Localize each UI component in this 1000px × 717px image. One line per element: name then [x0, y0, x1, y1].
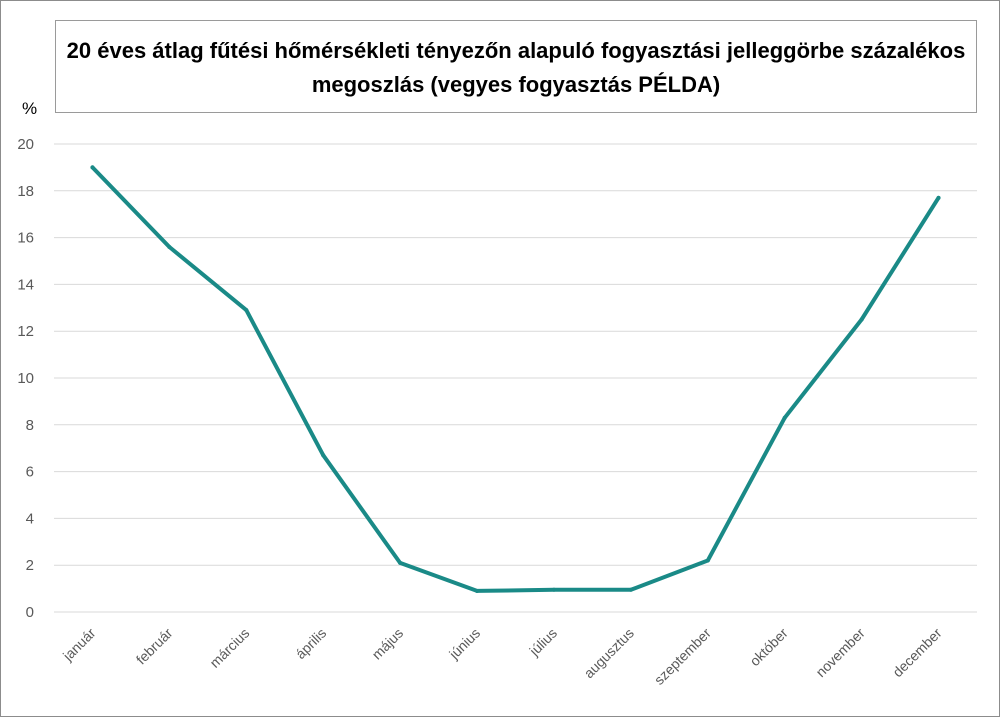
y-axis-label: %	[22, 99, 38, 118]
data-point	[859, 317, 864, 322]
x-tick-label: október	[746, 625, 791, 670]
y-axis-ticks: 0 2 4 6 8 10 12 14 16 18 20	[17, 136, 34, 621]
y-tick-label: 20	[17, 136, 34, 153]
y-tick-label: 4	[26, 510, 34, 527]
x-tick-label: november	[812, 625, 868, 681]
data-point	[936, 195, 941, 200]
data-point	[705, 558, 710, 563]
y-tick-label: 10	[17, 370, 34, 387]
x-tick-label: március	[206, 625, 252, 671]
x-tick-label: május	[369, 625, 407, 663]
data-point	[475, 588, 480, 593]
gridlines	[54, 143, 977, 613]
data-point	[90, 165, 95, 170]
y-tick-label: 2	[26, 557, 34, 574]
y-tick-label: 6	[26, 464, 34, 481]
y-tick-label: 14	[17, 276, 34, 293]
x-tick-label: február	[133, 625, 176, 668]
data-point	[628, 587, 633, 592]
x-tick-label: augusztus	[581, 625, 637, 681]
data-point	[782, 415, 787, 420]
x-axis-ticks: január február március április május június jú…	[59, 625, 945, 688]
chart-title: 20 éves átlag fűtési hőmérsékleti tényez…	[66, 37, 966, 97]
data-point	[244, 308, 249, 313]
y-tick-label: 16	[17, 230, 34, 247]
x-tick-label: január	[59, 625, 99, 665]
x-tick-label: június	[445, 625, 483, 663]
y-tick-label: 0	[26, 604, 34, 621]
chart-title-box: 20 éves átlag fűtési hőmérsékleti tényez…	[55, 20, 977, 113]
x-tick-label: július	[525, 625, 560, 660]
y-tick-label: 12	[17, 323, 34, 340]
x-tick-label: április	[292, 625, 329, 662]
series-line	[90, 165, 941, 593]
data-point	[321, 453, 326, 458]
x-tick-label: december	[889, 625, 945, 681]
y-tick-label: 18	[17, 183, 34, 200]
y-tick-label: 8	[26, 417, 34, 434]
series-group	[90, 165, 941, 593]
data-point	[167, 244, 172, 249]
data-point	[551, 587, 556, 592]
data-point	[398, 560, 403, 565]
x-tick-label: szeptember	[651, 625, 714, 688]
